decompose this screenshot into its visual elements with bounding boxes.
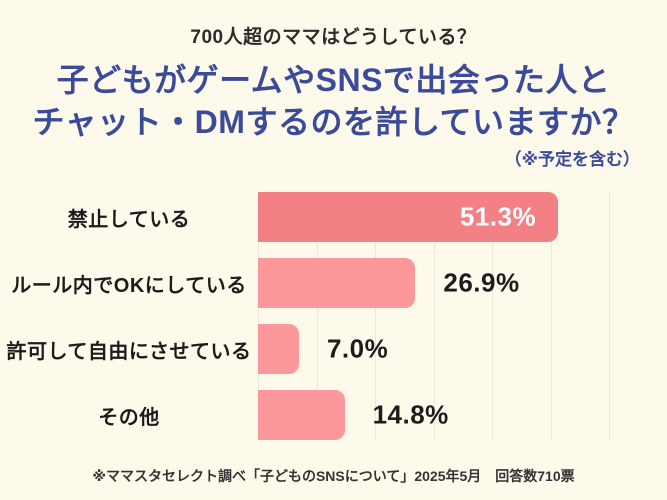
gridline (433, 192, 435, 440)
bar: 26.9% (258, 258, 519, 308)
value-label: 26.9% (443, 267, 520, 298)
bar: 14.8% (258, 390, 448, 440)
title-note: （※予定を含む） (504, 150, 640, 170)
gridline (316, 192, 318, 440)
gridline (609, 192, 610, 440)
title-line-2: チャット・DMするのを許していますか？ (32, 104, 635, 141)
category-label: ルール内でOKにしている (11, 274, 247, 297)
bar-track: 26.9% (258, 258, 609, 308)
title-line-1: 子どもがゲームやSNSで出会った人と (56, 62, 611, 98)
chart-row-allowed-freely: 許可して自由にさせている 7.0% (0, 324, 609, 374)
bar-chart: 禁止している 51.3% ルール内でOKにしている 26.9% 許可して自由にさ… (0, 192, 610, 440)
gridline (258, 192, 259, 440)
bar: 7.0% (258, 324, 388, 374)
category-label: 許可して自由にさせている (6, 340, 252, 363)
value-label: 7.0% (326, 333, 389, 364)
category-label: 禁止している (67, 208, 191, 231)
bar: 51.3% (258, 192, 559, 242)
eyebrow-heading: 700人超のママはどうしている？ (190, 27, 477, 48)
chart-row-prohibited: 禁止している 51.3% (0, 192, 609, 242)
bar-track: 51.3% (258, 192, 609, 242)
gridline (492, 192, 493, 440)
category-label: その他 (98, 406, 160, 429)
chart-row-other: その他 14.8% (0, 390, 609, 440)
source-note: ※ママスタセレクト調べ「子どものSNSについて」2025年5月 回答数710票 (92, 468, 575, 484)
value-label: 14.8% (372, 399, 449, 430)
value-label: 51.3% (459, 201, 537, 232)
chart-rows: 禁止している 51.3% ルール内でOKにしている 26.9% 許可して自由にさ… (0, 192, 609, 440)
gridline (375, 192, 376, 440)
gridlines (258, 192, 610, 440)
bar-track: 14.8% (258, 390, 609, 440)
chart-row-ok-within-rules: ルール内でOKにしている 26.9% (0, 258, 609, 308)
gridline (550, 192, 552, 440)
page-title: 子どもがゲームやSNSで出会った人と チャット・DMするのを許していますか？ (0, 59, 667, 143)
bar-track: 7.0% (258, 324, 609, 374)
